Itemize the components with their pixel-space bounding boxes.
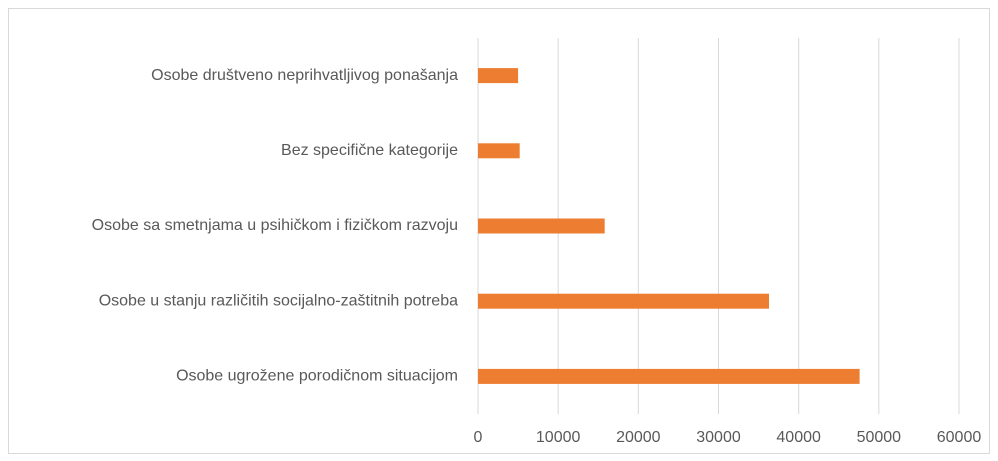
bar <box>478 143 520 159</box>
x-tick-label: 60000 <box>937 429 982 446</box>
y-tick-label: Bez specifične kategorije <box>281 142 458 159</box>
x-tick-label: 10000 <box>536 429 581 446</box>
x-tick-label: 30000 <box>696 429 741 446</box>
x-tick-label: 0 <box>474 429 483 446</box>
y-tick-label: Osobe društveno neprihvatljivog ponašanj… <box>151 67 458 84</box>
bar <box>478 293 770 309</box>
y-tick-label: Osobe ugrožene porodičnom situacijom <box>176 368 458 385</box>
y-tick-label: Osobe u stanju različitih socijalno-zašt… <box>99 292 458 309</box>
y-tick-label: Osobe sa smetnjama u psihičkom i fizičko… <box>92 217 458 234</box>
bar <box>478 368 860 384</box>
x-tick-label: 20000 <box>616 429 661 446</box>
bar <box>478 218 605 234</box>
x-tick-label: 50000 <box>857 429 902 446</box>
bar <box>478 68 519 84</box>
x-tick-label: 40000 <box>776 429 821 446</box>
